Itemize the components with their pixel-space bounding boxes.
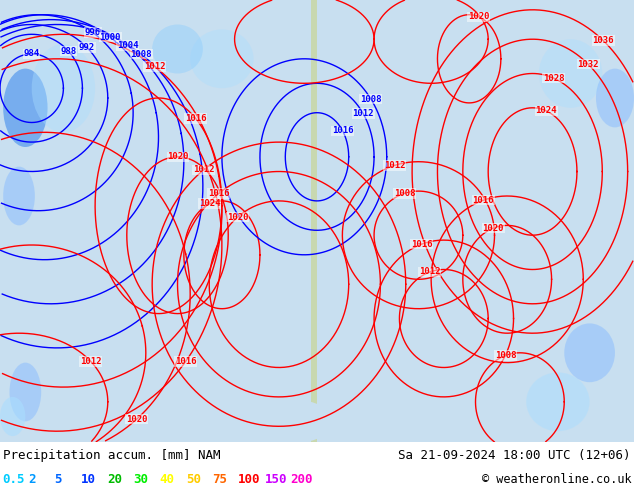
Text: 5: 5 <box>55 473 62 486</box>
Ellipse shape <box>349 103 412 211</box>
Text: 1016: 1016 <box>208 189 230 198</box>
Text: 1008: 1008 <box>394 189 415 198</box>
Text: 1024: 1024 <box>535 106 557 115</box>
Text: 75: 75 <box>212 473 227 486</box>
Text: 1036: 1036 <box>592 36 614 45</box>
Ellipse shape <box>0 397 25 436</box>
Text: 30: 30 <box>133 473 148 486</box>
Text: 1000: 1000 <box>100 33 121 42</box>
Text: 1012: 1012 <box>80 357 101 366</box>
Text: 10: 10 <box>81 473 96 486</box>
Text: Sa 21-09-2024 18:00 UTC (12+06): Sa 21-09-2024 18:00 UTC (12+06) <box>398 449 631 462</box>
Text: 1008: 1008 <box>131 49 152 59</box>
Text: 1004: 1004 <box>117 41 138 50</box>
Text: 1012: 1012 <box>384 161 405 170</box>
Ellipse shape <box>10 363 41 421</box>
FancyBboxPatch shape <box>317 0 634 490</box>
Text: 20: 20 <box>107 473 122 486</box>
Text: 1012: 1012 <box>144 62 165 71</box>
Ellipse shape <box>3 167 35 225</box>
Text: 988: 988 <box>60 47 77 56</box>
Text: 1016: 1016 <box>175 357 197 366</box>
Ellipse shape <box>352 233 409 257</box>
Text: 1028: 1028 <box>543 74 565 83</box>
Text: 1032: 1032 <box>578 60 599 69</box>
Ellipse shape <box>539 39 602 108</box>
Text: 992: 992 <box>79 43 95 52</box>
Ellipse shape <box>3 69 48 147</box>
Text: 100: 100 <box>238 473 261 486</box>
Text: Precipitation accum. [mm] NAM: Precipitation accum. [mm] NAM <box>3 449 221 462</box>
Text: 996: 996 <box>85 28 101 37</box>
Text: 1016: 1016 <box>411 240 432 248</box>
Ellipse shape <box>209 397 336 446</box>
Text: 1016: 1016 <box>185 114 206 123</box>
Ellipse shape <box>152 24 203 74</box>
Text: 1016: 1016 <box>332 126 353 135</box>
Text: 1020: 1020 <box>482 223 504 233</box>
Text: 1020: 1020 <box>167 152 189 161</box>
Text: 200: 200 <box>291 473 313 486</box>
Text: 1024: 1024 <box>199 199 221 208</box>
Text: 2: 2 <box>28 473 36 486</box>
Text: 1008: 1008 <box>360 95 382 103</box>
Text: 1016: 1016 <box>472 196 494 205</box>
Ellipse shape <box>32 44 95 132</box>
Bar <box>0 442 634 490</box>
Text: 1008: 1008 <box>495 351 517 360</box>
Text: 40: 40 <box>160 473 174 486</box>
Text: © weatheronline.co.uk: © weatheronline.co.uk <box>482 473 632 486</box>
Ellipse shape <box>526 372 590 431</box>
Text: 1020: 1020 <box>227 213 249 221</box>
Text: 0.5: 0.5 <box>2 473 24 486</box>
Text: 984: 984 <box>23 49 39 58</box>
Ellipse shape <box>596 69 634 127</box>
Ellipse shape <box>564 323 615 382</box>
Ellipse shape <box>190 29 254 88</box>
FancyBboxPatch shape <box>0 0 311 490</box>
Text: 1012: 1012 <box>193 165 214 174</box>
Text: 1020: 1020 <box>468 12 489 21</box>
Text: 1020: 1020 <box>126 415 148 424</box>
Text: 50: 50 <box>186 473 201 486</box>
Text: 1012: 1012 <box>353 109 374 118</box>
Text: 150: 150 <box>264 473 287 486</box>
Text: 1012: 1012 <box>419 268 441 276</box>
